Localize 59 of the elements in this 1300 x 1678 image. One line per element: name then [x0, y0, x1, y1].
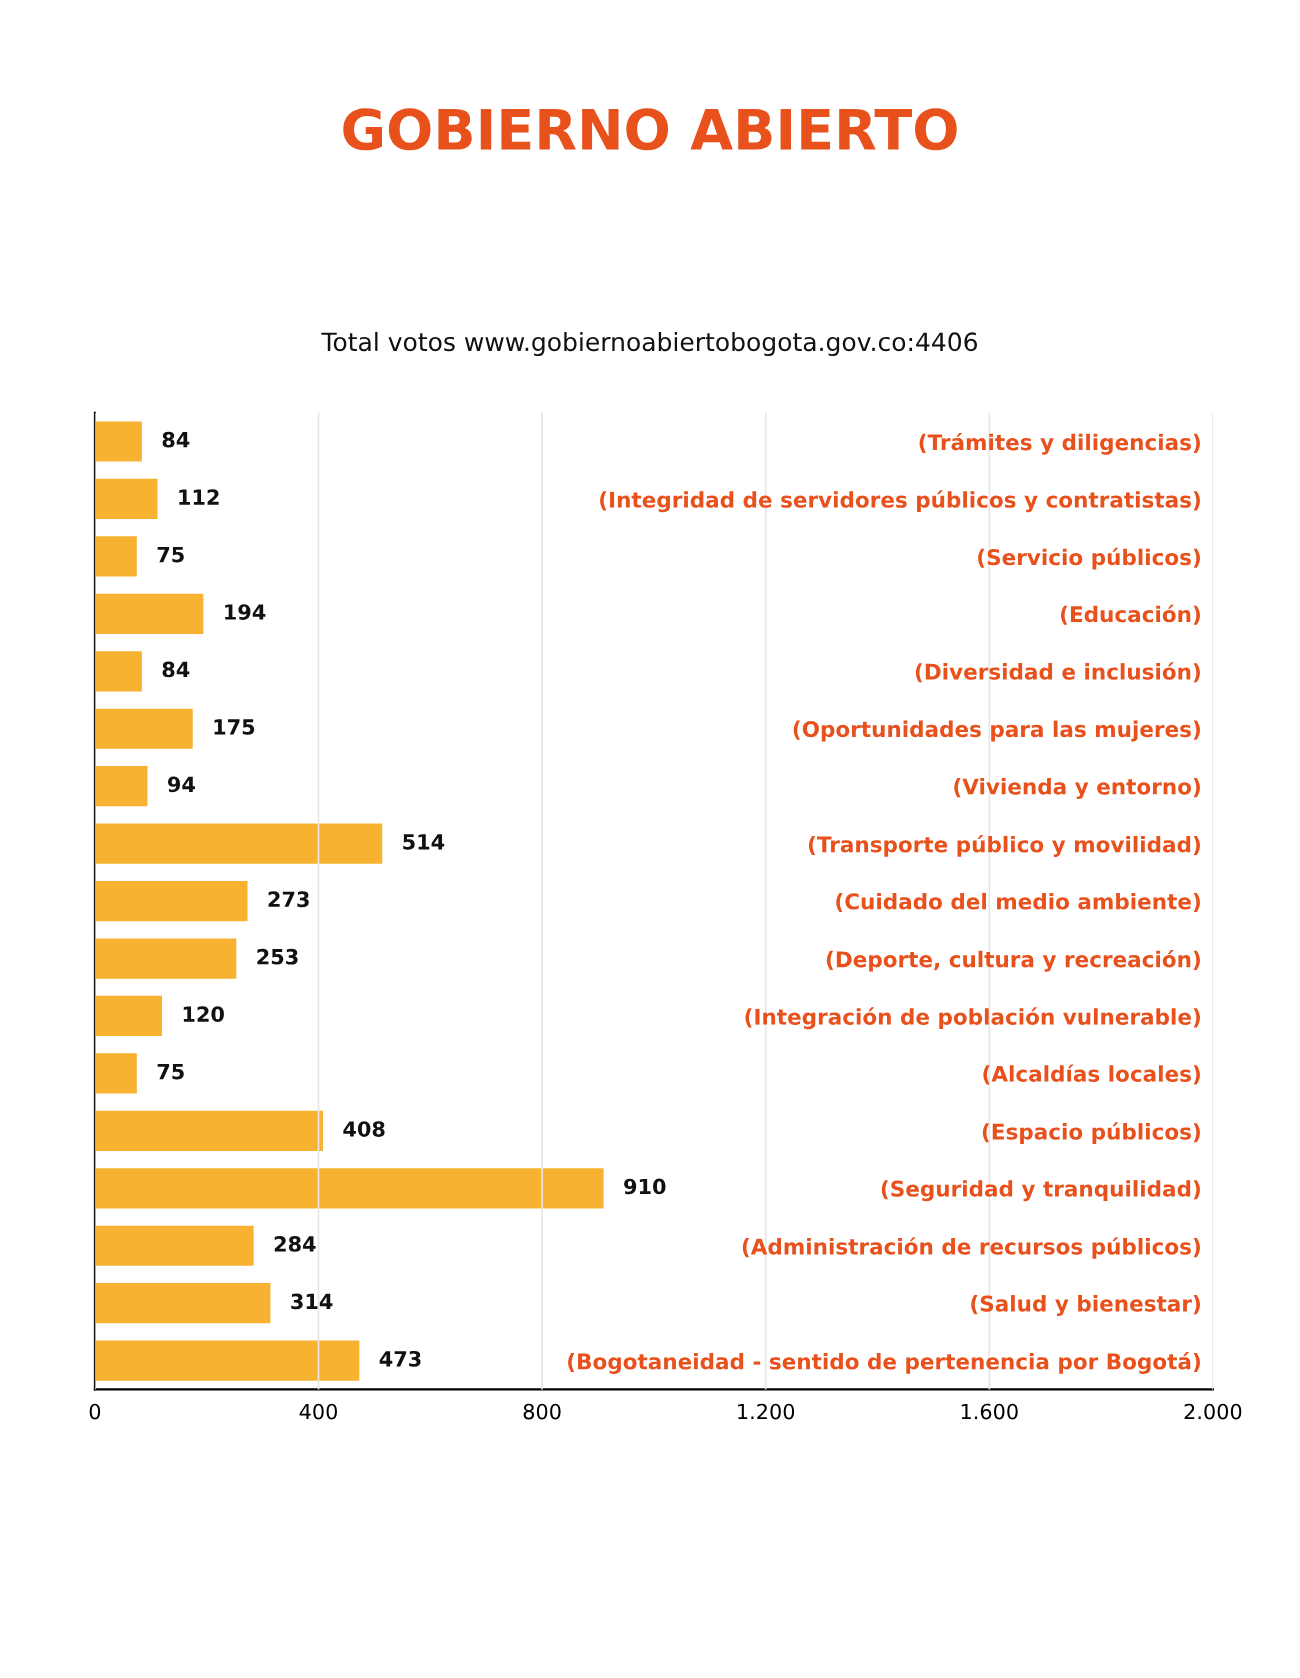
data-label: 514: [403, 834, 445, 850]
bar: [94, 1053, 137, 1094]
bar: [94, 1283, 271, 1324]
bar: [94, 536, 137, 577]
y-tick-label: (Transporte público y movilidad): [808, 835, 1200, 857]
bar: [94, 938, 237, 979]
y-tick-label: (Trámites y diligencias): [919, 432, 1200, 455]
data-label: 94: [167, 776, 195, 793]
bar: [94, 478, 158, 520]
y-tick-label: (Oportunidades para las mujeres): [793, 720, 1200, 742]
data-label: 910: [624, 1178, 666, 1195]
x-tick-label: 800: [523, 1403, 561, 1420]
y-tick-label: (Cuidado del medio ambiente): [836, 892, 1200, 913]
x-tick-label: 0: [89, 1403, 101, 1420]
data-label: 284: [274, 1236, 316, 1252]
data-label: 473: [379, 1350, 421, 1367]
y-tick-label: (Integridad de servidores públicos y contratistas): [600, 490, 1200, 513]
y-tick-label: (Alcaldías locales): [983, 1064, 1200, 1085]
y-tick-label: (Seguridad y tranquilidad): [881, 1180, 1200, 1202]
bar: [94, 1110, 323, 1151]
bar: [94, 651, 142, 692]
bar: [94, 1340, 360, 1381]
chart-subtitle: Total votos www.gobiernoabiertobogota.gov.co:4406: [321, 331, 978, 357]
x-tick-label: 400: [299, 1403, 337, 1420]
bar: [94, 766, 148, 807]
bar: [94, 823, 383, 864]
data-label: 273: [268, 891, 309, 908]
y-tick-label: (Integración de población vulnerable): [745, 1007, 1200, 1030]
y-tick-label: (Vivienda y entorno): [954, 778, 1200, 800]
data-label: 194: [225, 604, 266, 620]
bar: [94, 1225, 254, 1266]
y-tick-label: (Educación): [1060, 604, 1200, 625]
y-tick-label: (Diversidad e inclusión): [915, 662, 1200, 683]
data-label: 175: [214, 719, 255, 735]
bar: [94, 880, 248, 922]
y-tick-label: (Bogotaneidad - sentido de pertenencia por Bogotá): [568, 1352, 1200, 1374]
data-label: 75: [157, 546, 184, 563]
data-label: 84: [162, 661, 190, 678]
bar: [94, 995, 162, 1037]
data-label: 408: [343, 1121, 385, 1137]
y-tick-label: (Espacio públicos): [982, 1122, 1200, 1144]
y-tick-label: (Administración de recursos públicos): [742, 1237, 1200, 1259]
y-tick-label: (Deporte, cultura y recreación): [826, 949, 1200, 972]
x-tick-label: 1.200: [738, 1403, 795, 1420]
x-tick-label: 1.600: [961, 1403, 1018, 1420]
bar: [94, 593, 204, 634]
data-label: 314: [291, 1293, 333, 1310]
x-tick-label: 2.000: [1184, 1403, 1242, 1420]
chart-title: GOBIERNO ABIERTO: [343, 108, 957, 151]
data-label: 253: [257, 948, 298, 965]
data-label: 120: [183, 1006, 224, 1023]
bar: [94, 708, 193, 749]
data-label: 112: [179, 489, 219, 505]
data-label: 84: [162, 431, 190, 448]
y-tick-label: (Salud y bienestar): [971, 1295, 1200, 1317]
bar: [94, 421, 142, 462]
y-tick-label: (Servicio públicos): [978, 547, 1200, 570]
bar: [94, 1168, 604, 1209]
data-label: 75: [157, 1063, 184, 1080]
